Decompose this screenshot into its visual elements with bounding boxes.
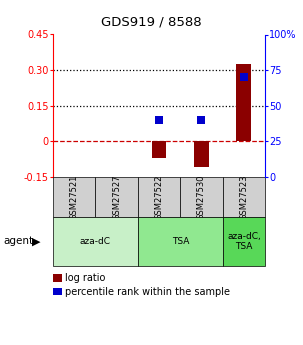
Bar <box>180 177 223 217</box>
Point <box>241 75 246 80</box>
Text: TSA: TSA <box>171 237 189 246</box>
Text: GSM27527: GSM27527 <box>112 174 121 220</box>
Text: aza-dC: aza-dC <box>80 237 111 246</box>
Text: percentile rank within the sample: percentile rank within the sample <box>65 287 230 296</box>
Bar <box>53 217 138 266</box>
Point <box>199 117 204 122</box>
Bar <box>223 217 265 266</box>
Point <box>157 117 161 122</box>
Bar <box>152 141 167 158</box>
Bar <box>223 177 265 217</box>
Bar <box>138 177 180 217</box>
Text: aza-dC,
TSA: aza-dC, TSA <box>227 232 261 251</box>
Text: GSM27523: GSM27523 <box>239 174 248 220</box>
Text: ▶: ▶ <box>32 237 40 246</box>
Bar <box>95 177 138 217</box>
Bar <box>138 217 223 266</box>
Text: GSM27522: GSM27522 <box>155 174 164 220</box>
Text: GDS919 / 8588: GDS919 / 8588 <box>101 16 202 29</box>
Text: GSM27530: GSM27530 <box>197 174 206 220</box>
Text: log ratio: log ratio <box>65 273 105 283</box>
Bar <box>237 64 251 141</box>
Text: GSM27521: GSM27521 <box>70 174 79 220</box>
Text: agent: agent <box>3 237 33 246</box>
Bar <box>53 177 95 217</box>
Bar <box>194 141 209 167</box>
